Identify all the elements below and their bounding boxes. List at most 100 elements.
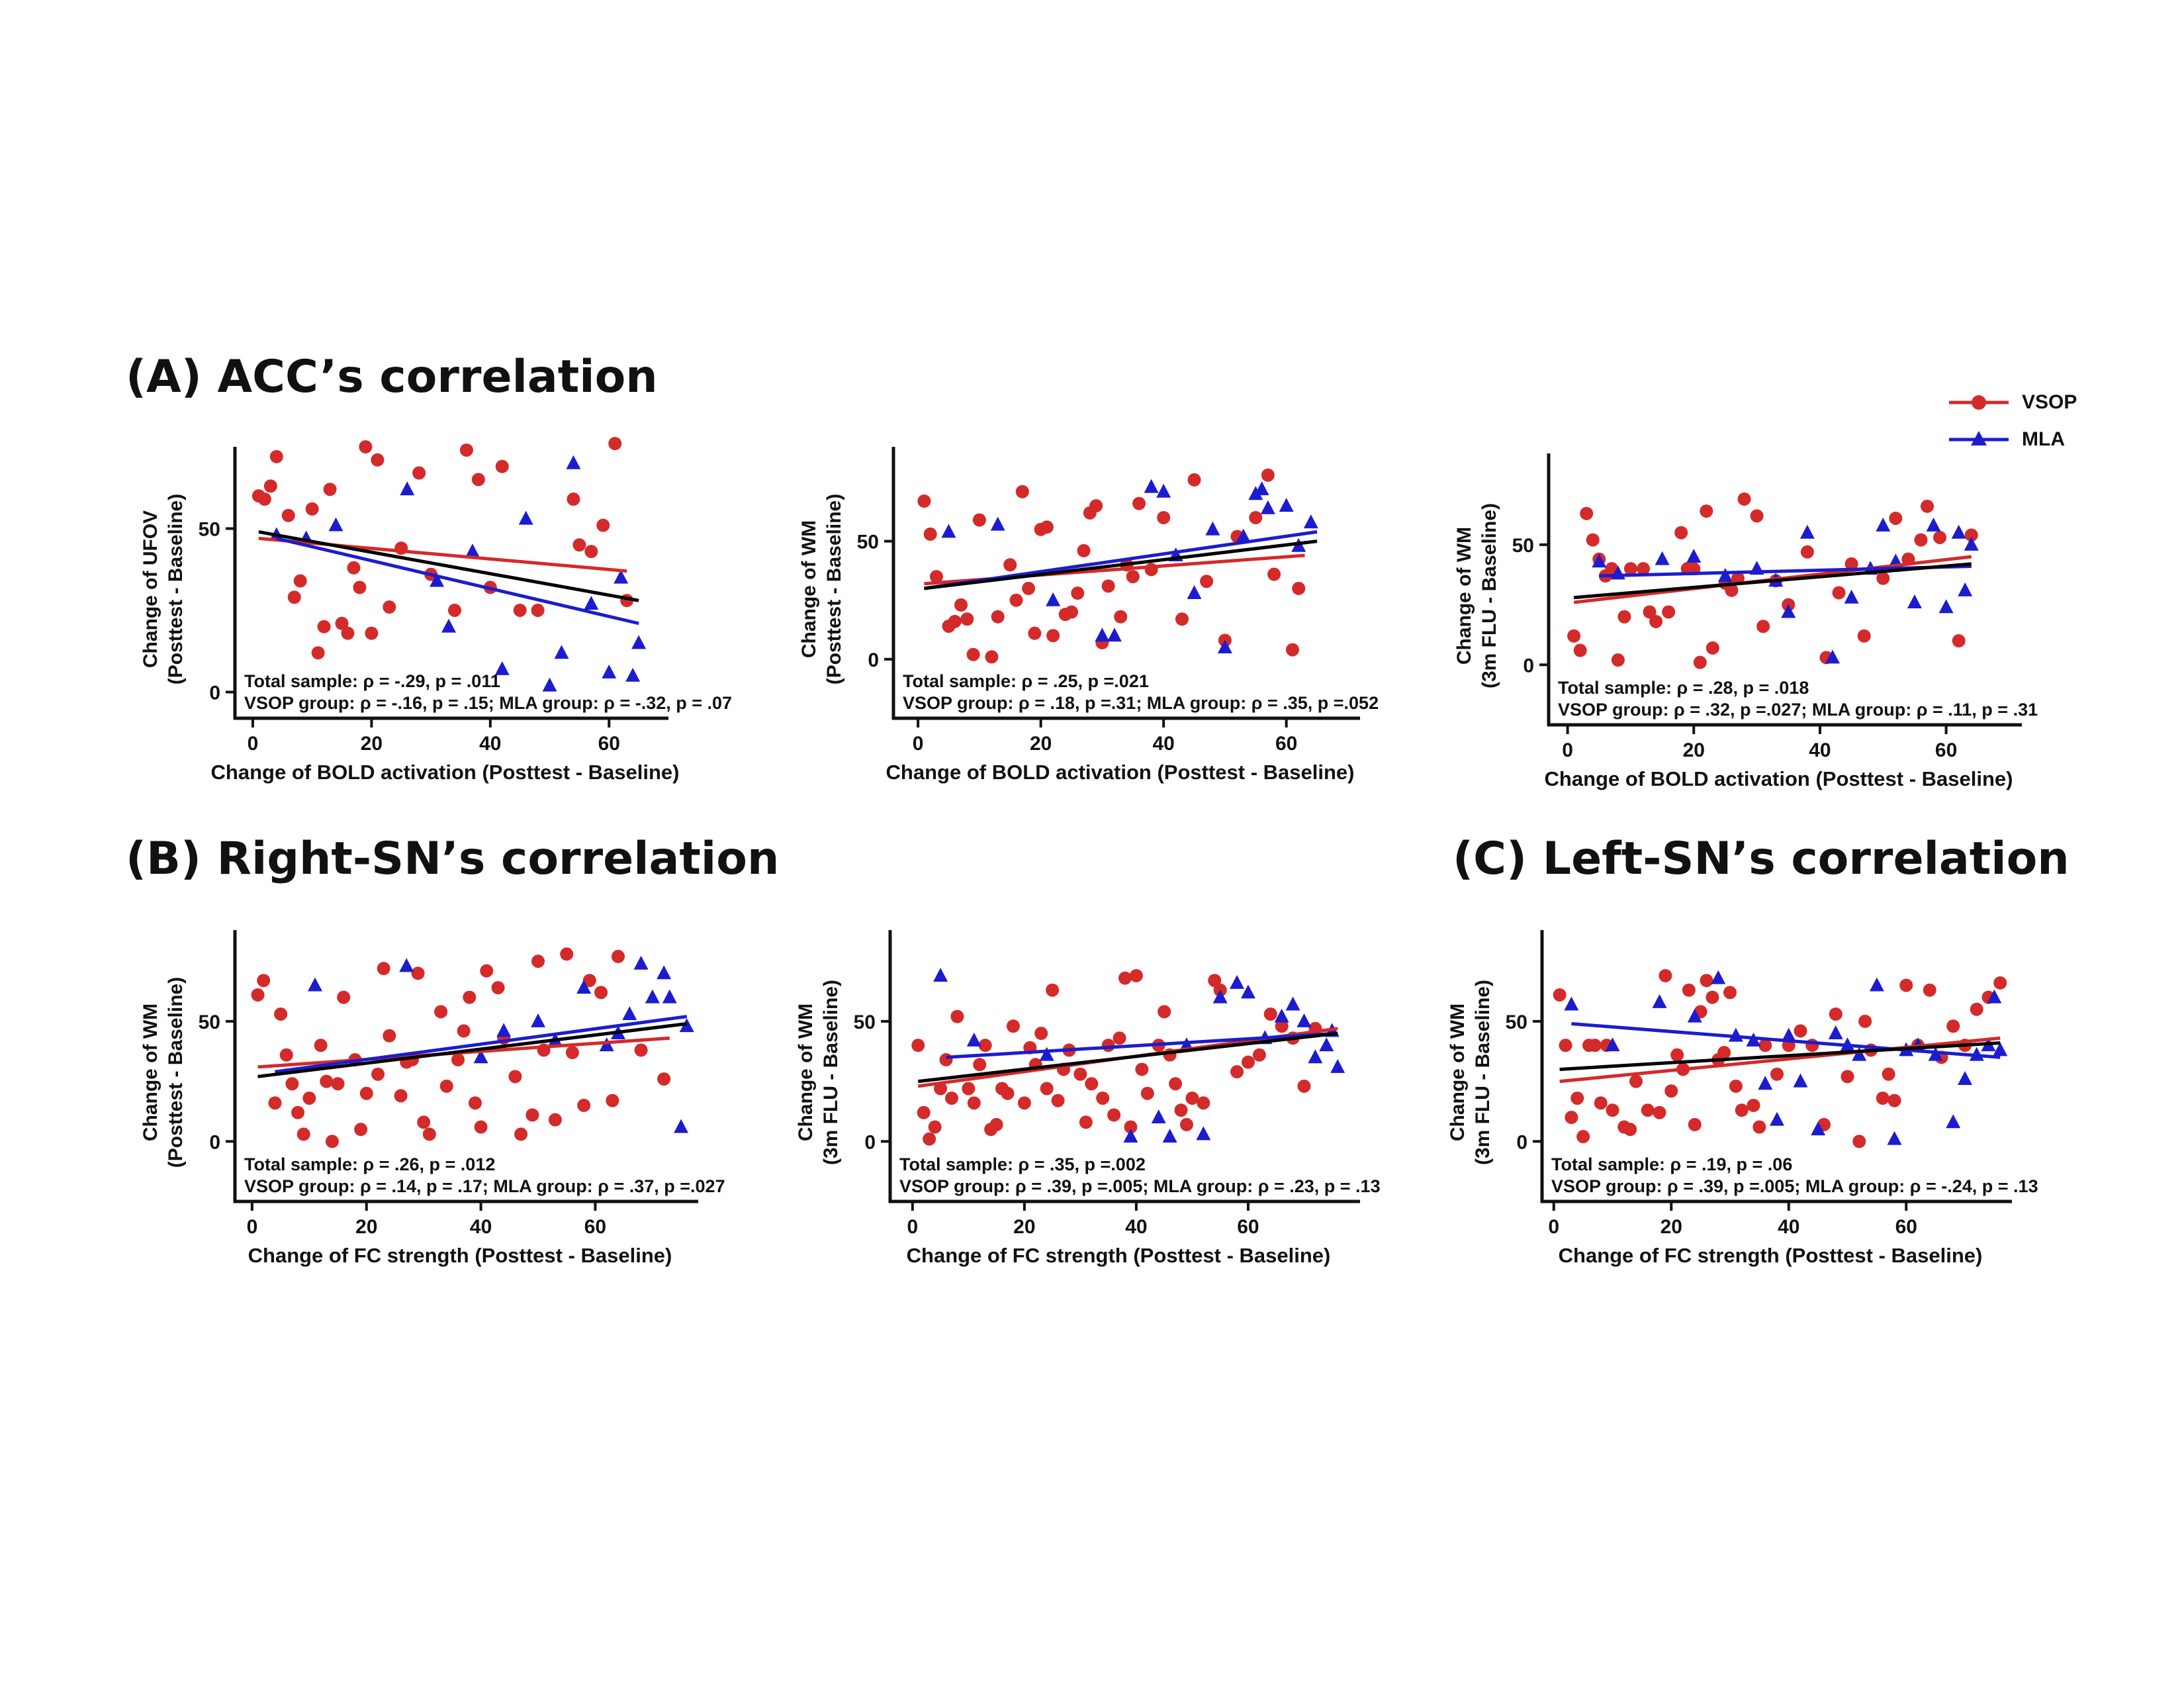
vsop-point — [1623, 1123, 1637, 1137]
vsop-point — [572, 538, 586, 552]
stats-total: Total sample: ρ = -.29, p = .011 — [244, 671, 500, 691]
vsop-point — [514, 1127, 528, 1141]
vsop-point — [1126, 570, 1140, 584]
vsop-point — [1723, 986, 1737, 1000]
y-axis-label-sub: (3m FLU - Baseline) — [1472, 980, 1494, 1165]
vsop-point — [422, 1127, 436, 1141]
vsop-point — [1706, 990, 1719, 1004]
vsop-point — [337, 990, 351, 1004]
vsop-point — [1065, 605, 1079, 619]
vsop-point — [1752, 1120, 1766, 1134]
x-tick-label: 20 — [1661, 1216, 1682, 1238]
mla-point — [1938, 599, 1954, 614]
vsop-point — [1261, 468, 1275, 482]
stats-total: Total sample: ρ = .19, p = .06 — [1551, 1154, 1792, 1174]
mla-point — [1162, 1129, 1177, 1143]
mla-point — [1144, 479, 1159, 493]
vsop-point — [1586, 533, 1600, 547]
vsop-point — [383, 600, 396, 614]
vsop-point — [948, 614, 962, 628]
vsop-point — [1664, 1084, 1678, 1098]
vsop-point — [1046, 983, 1060, 997]
vsop-point — [293, 574, 307, 588]
vsop-point — [1230, 1065, 1244, 1079]
y-tick-label: 0 — [1516, 1131, 1527, 1153]
mla-point — [941, 524, 956, 538]
vsop-point — [1263, 1007, 1277, 1021]
mla-point — [1564, 996, 1579, 1011]
vsop-point — [944, 1091, 958, 1105]
mla-point — [494, 661, 510, 675]
mla-point — [1811, 1121, 1826, 1136]
vsop-point — [1914, 533, 1928, 547]
vsop-point — [1015, 485, 1029, 498]
vsop-point — [317, 620, 331, 633]
vsop-point — [531, 603, 545, 617]
vsop-point — [1670, 1048, 1684, 1062]
vsop-point — [1071, 586, 1085, 600]
vsop-point — [434, 1005, 448, 1019]
vsop-point — [1169, 1077, 1183, 1091]
stats-total: Total sample: ρ = .26, p = .012 — [244, 1154, 495, 1174]
mla-point — [1987, 989, 2002, 1004]
vsop-point — [1085, 1077, 1099, 1091]
mla-point — [1248, 486, 1263, 500]
mla-point — [1260, 500, 1275, 514]
vsop-point — [1700, 974, 1713, 988]
vsop-point — [525, 1108, 539, 1122]
stats-groups: VSOP group: ρ = .39, p =.005; MLA group:… — [899, 1176, 1381, 1196]
vsop-point — [1200, 575, 1214, 588]
x-tick-label: 0 — [247, 1216, 258, 1238]
y-axis-label: Change of WM — [798, 520, 820, 658]
mla-point — [1217, 639, 1232, 654]
vsop-point — [1034, 1027, 1048, 1041]
vsop-point — [347, 561, 361, 575]
mla-point — [645, 989, 660, 1004]
vsop-point — [1576, 1130, 1590, 1144]
vsop-point — [1876, 1091, 1889, 1105]
vsop-point — [1077, 543, 1091, 557]
mla-point — [1274, 1008, 1289, 1023]
vsop-point — [1570, 1091, 1584, 1105]
vsop-point — [1993, 976, 2007, 990]
mla-point — [657, 965, 672, 980]
vsop-point — [1040, 520, 1054, 534]
mla-point — [966, 1032, 981, 1047]
vsop-point — [268, 1096, 282, 1110]
total-fit-line — [1573, 562, 1972, 600]
vsop-point — [314, 1039, 328, 1053]
vsop-point — [1747, 1098, 1760, 1112]
mla-point — [1717, 568, 1733, 583]
x-axis-label: Change of FC strength (Posttest - Baseli… — [1559, 1244, 1983, 1267]
x-tick-label: 20 — [355, 1216, 377, 1238]
vsop-point — [1046, 629, 1060, 643]
vsop-point — [1132, 496, 1146, 510]
vsop-point — [1653, 1105, 1666, 1119]
vsop-point — [1096, 1091, 1110, 1105]
vsop-point — [447, 603, 461, 617]
vsop-point — [567, 492, 580, 506]
vsop-point — [508, 1070, 522, 1084]
vsop-point — [480, 964, 494, 978]
vsop-point — [1573, 643, 1587, 657]
y-tick-label: 50 — [1506, 1011, 1527, 1033]
vsop-point — [634, 1043, 648, 1057]
vsop-point — [1659, 968, 1672, 982]
x-tick-label: 40 — [1809, 739, 1831, 761]
plot-A2: 0 20 40 60 0 50 Change of BOLD activation (Pos… — [798, 447, 1379, 784]
vsop-point — [1737, 492, 1751, 506]
vsop-point — [1028, 626, 1042, 640]
vsop-point — [1208, 974, 1222, 988]
vsop-point — [331, 1077, 345, 1091]
mla-point — [430, 573, 445, 587]
vsop-point — [251, 988, 265, 1002]
mla-point — [1046, 592, 1061, 606]
vsop-fit-line — [1559, 1036, 2001, 1084]
vsop-point — [1725, 583, 1739, 597]
mla-point — [1236, 528, 1251, 543]
vsop-point — [1729, 1079, 1743, 1093]
vsop-point — [1135, 1062, 1149, 1076]
vsop-point — [1758, 1039, 1772, 1053]
vsop-point — [365, 626, 379, 640]
vsop-point — [1876, 571, 1890, 585]
